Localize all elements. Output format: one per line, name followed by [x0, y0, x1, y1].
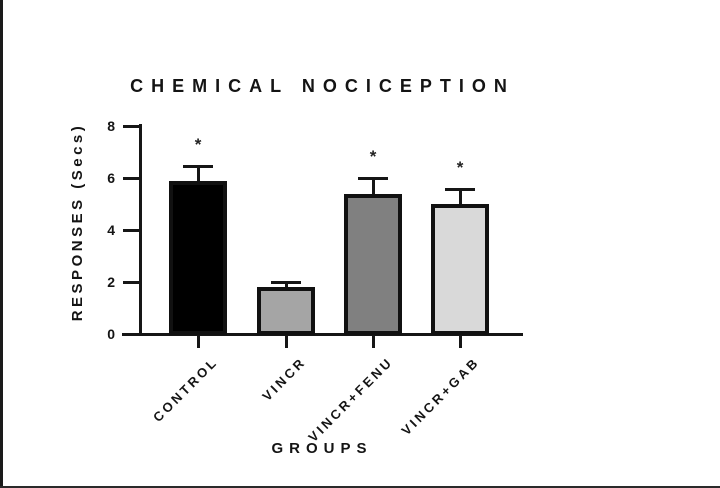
error-bar-stem [372, 176, 375, 196]
x-tick-label: VINCR [258, 354, 309, 404]
page-left-border [0, 0, 3, 488]
significance-asterisk: * [369, 146, 377, 166]
error-bar-stem [285, 280, 288, 290]
x-axis-label: GROUPS [271, 440, 373, 457]
x-tick [372, 336, 375, 348]
error-bar-cap [445, 188, 475, 192]
x-tick-label: CONTROL [149, 354, 221, 425]
y-tick-label: 0 [107, 326, 115, 342]
bar [257, 287, 315, 335]
y-tick [123, 229, 139, 232]
y-tick-label: 6 [107, 170, 115, 186]
x-tick [285, 336, 288, 348]
y-tick [123, 281, 139, 284]
chart-title: CHEMICAL NOCICEPTION [130, 76, 515, 96]
y-tick-label: 8 [107, 118, 115, 134]
error-bar-cap [271, 280, 301, 284]
error-bar-cap [358, 176, 388, 180]
error-bar-cap [183, 165, 213, 168]
y-tick [123, 177, 139, 180]
bar [344, 193, 402, 335]
y-axis-line [139, 124, 142, 336]
x-tick-label: VINCR+GAB [398, 354, 483, 439]
significance-asterisk: * [456, 158, 464, 178]
y-tick [123, 125, 139, 128]
y-tick-label: 4 [107, 222, 115, 238]
x-axis-line [122, 333, 523, 336]
x-tick-label: VINCR+FENU [304, 354, 396, 445]
y-tick-label: 2 [107, 274, 115, 290]
x-tick [197, 336, 200, 348]
x-tick [459, 336, 462, 348]
bar [431, 204, 489, 335]
error-bar-stem [459, 188, 462, 206]
page-bottom-border [0, 486, 720, 488]
bar [169, 180, 227, 335]
y-tick [123, 333, 139, 336]
error-bar-stem [197, 165, 200, 183]
significance-asterisk: * [194, 135, 202, 154]
